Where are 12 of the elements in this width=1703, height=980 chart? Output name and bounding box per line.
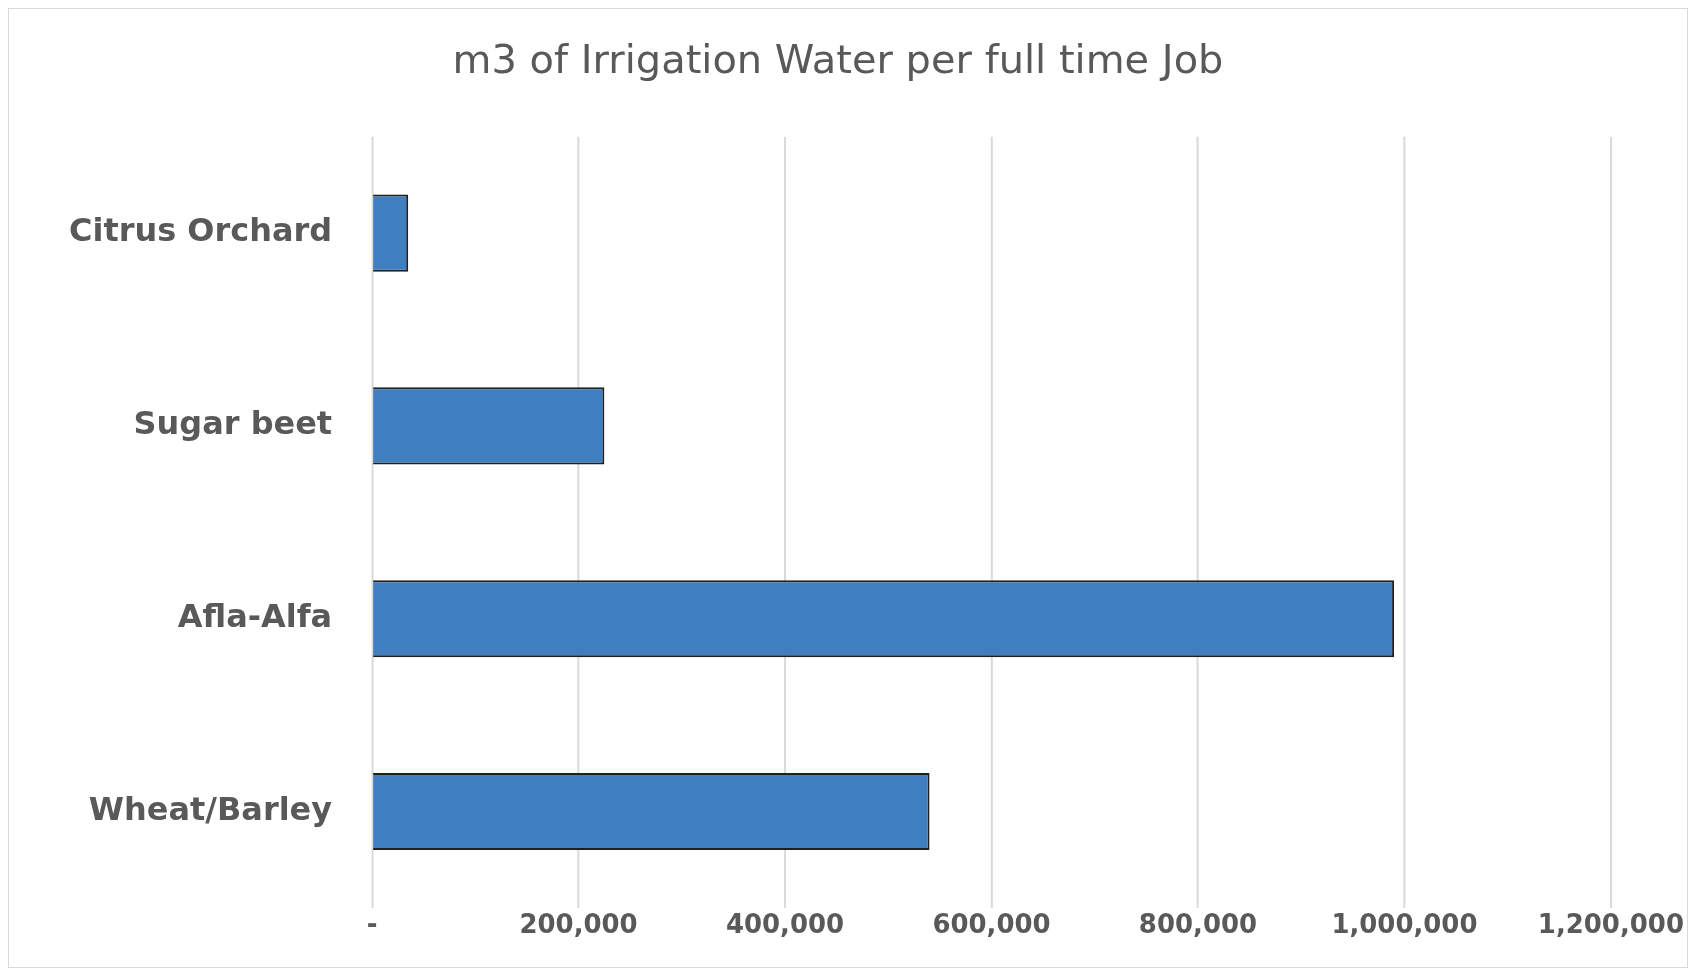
chart-title: m3 of Irrigation Water per full time Job (452, 36, 1224, 83)
x-tick-label: 600,000 (932, 909, 1051, 940)
y-tick-label: Afla-Alfa (177, 597, 333, 636)
x-tick-label: 1,000,000 (1331, 909, 1478, 940)
y-tick-label: Citrus Orchard (69, 211, 333, 250)
y-tick-label: Wheat/Barley (88, 789, 333, 828)
x-tick-label: 400,000 (725, 909, 845, 940)
x-tick-label: 800,000 (1138, 909, 1258, 940)
x-tick-label: 1,200,000 (1537, 909, 1684, 940)
y-tick-label: Sugar beet (133, 404, 333, 443)
x-tick-label: - (366, 909, 378, 940)
x-tick-label: 200,000 (519, 909, 638, 940)
